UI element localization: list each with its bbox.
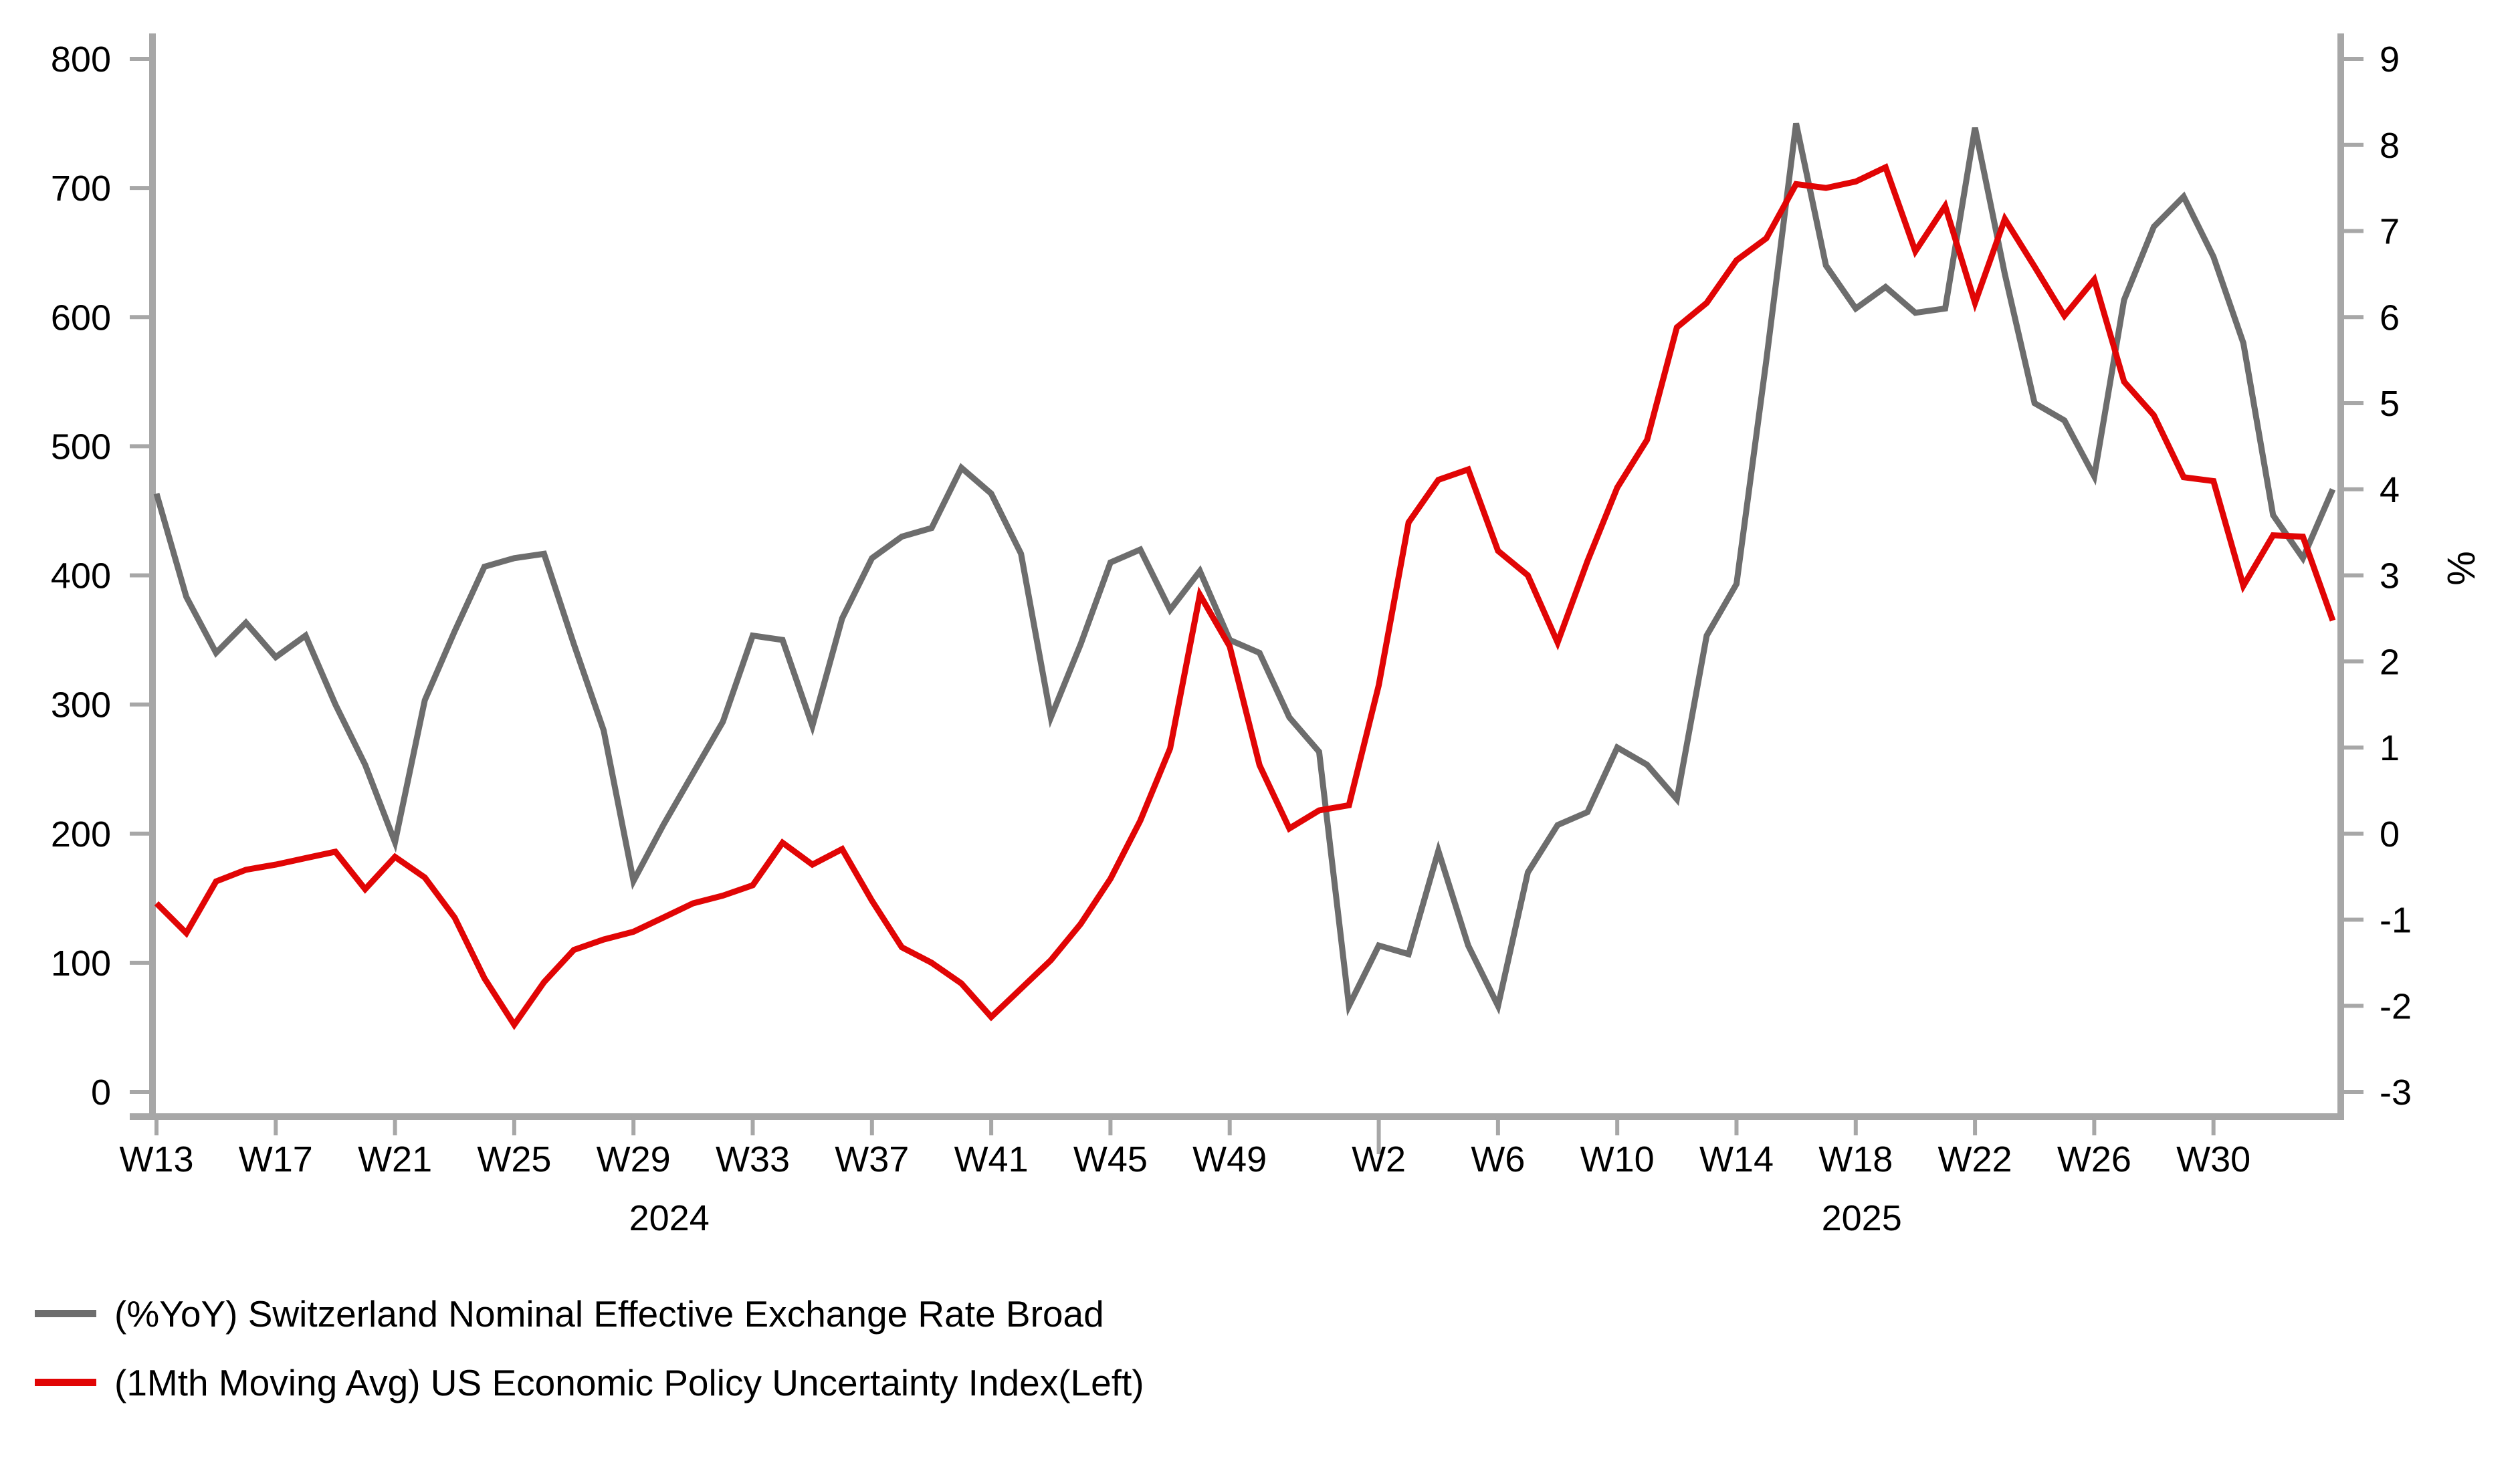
- x-tick-label: W25: [477, 1139, 551, 1179]
- right-tick-label: 0: [2380, 814, 2400, 855]
- x-tick-label: W22: [1938, 1139, 2012, 1179]
- x-tick-label: W45: [1073, 1139, 1148, 1179]
- gray-line-swatch: [35, 1310, 96, 1317]
- x-tick-label: W29: [597, 1139, 671, 1179]
- x-tick-label: W49: [1192, 1139, 1267, 1179]
- x-tick-label: W2: [1352, 1139, 1406, 1179]
- left-tick-label: 700: [51, 168, 111, 209]
- left-tick-label: 600: [51, 298, 111, 338]
- left-tick-label: 100: [51, 943, 111, 984]
- right-tick-label: 8: [2380, 126, 2400, 166]
- series-line-epu: [154, 162, 2336, 1030]
- left-tick-label: 0: [91, 1072, 111, 1113]
- right-axis-title: %: [2440, 551, 2483, 586]
- x-tick-label: W21: [358, 1139, 432, 1179]
- year-label: 2024: [629, 1198, 710, 1238]
- axes: [130, 33, 2364, 1154]
- right-tick-label: 3: [2380, 556, 2400, 596]
- x-tick-label: W30: [2176, 1139, 2250, 1179]
- x-tick-label: W26: [2057, 1139, 2131, 1179]
- series-line-neer: [153, 122, 2336, 1016]
- legend: (%YoY) Switzerland Nominal Effective Exc…: [35, 1292, 1144, 1432]
- x-tick-label: W41: [954, 1139, 1029, 1179]
- legend-item-epu: (1Mth Moving Avg) US Economic Policy Unc…: [35, 1361, 1144, 1403]
- left-tick-label: 500: [51, 427, 111, 467]
- legend-item-neer: (%YoY) Switzerland Nominal Effective Exc…: [35, 1292, 1144, 1335]
- left-tick-label: 300: [51, 685, 111, 725]
- x-tick-label: W17: [239, 1139, 313, 1179]
- x-tick-label: W33: [716, 1139, 790, 1179]
- plot-series: [153, 122, 2336, 1030]
- x-tick-label: W10: [1580, 1139, 1655, 1179]
- red-line-swatch: [35, 1379, 96, 1386]
- left-tick-label: 400: [51, 556, 111, 596]
- right-tick-label: -1: [2380, 901, 2412, 941]
- right-tick-label: 2: [2380, 642, 2400, 682]
- x-tick-label: W18: [1818, 1139, 1893, 1179]
- left-tick-label: 800: [51, 39, 111, 80]
- x-tick-label: W6: [1471, 1139, 1525, 1179]
- right-tick-label: 4: [2380, 470, 2400, 510]
- right-tick-label: 9: [2380, 39, 2400, 80]
- year-label: 2025: [1822, 1198, 1902, 1238]
- x-tick-label: W37: [835, 1139, 909, 1179]
- legend-label-neer: (%YoY) Switzerland Nominal Effective Exc…: [114, 1292, 1104, 1335]
- right-tick-label: 6: [2380, 298, 2400, 338]
- right-tick-label: -2: [2380, 986, 2412, 1026]
- legend-label-epu: (1Mth Moving Avg) US Economic Policy Unc…: [114, 1361, 1144, 1403]
- left-tick-label: 200: [51, 814, 111, 855]
- x-tick-label: W14: [1699, 1139, 1774, 1179]
- axis-labels: 0 100 200 300 400 500 600 700 800 -3 -2 -1 0 1 2 3 4 5 6 7 8…: [51, 39, 2412, 1238]
- right-tick-label: 5: [2380, 384, 2400, 424]
- right-tick-label: -3: [2380, 1072, 2412, 1113]
- right-tick-label: 1: [2380, 728, 2400, 768]
- right-tick-label: 7: [2380, 212, 2400, 252]
- x-tick-label: W13: [119, 1139, 193, 1179]
